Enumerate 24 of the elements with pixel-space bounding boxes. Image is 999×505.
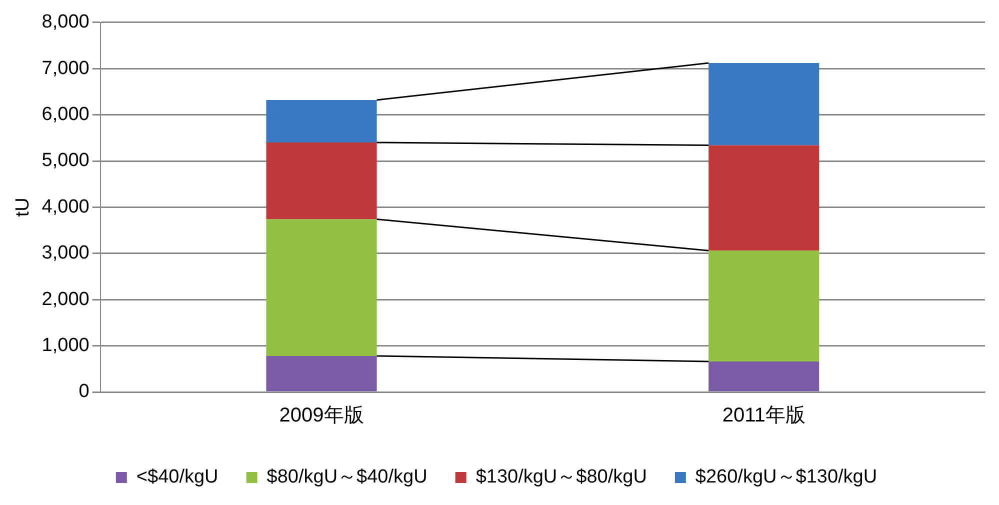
y-tick-label: 4,000 bbox=[42, 196, 90, 218]
y-tick-label: 0 bbox=[78, 381, 90, 402]
legend-label: $130/kgU～$80/kgU bbox=[476, 466, 647, 488]
legend-label: $260/kgU～$130/kgU bbox=[695, 466, 878, 488]
bar bbox=[708, 250, 820, 362]
bar bbox=[266, 356, 377, 392]
y-tick-label: 3,000 bbox=[42, 242, 90, 264]
bar bbox=[708, 145, 820, 251]
y-tick-label: 5,000 bbox=[42, 150, 90, 172]
y-tick-label: 8,000 bbox=[42, 12, 90, 33]
bar bbox=[708, 362, 820, 392]
x-tick-label: 2009年版 bbox=[279, 404, 364, 427]
legend-label: <$40/kgU bbox=[136, 466, 218, 488]
y-tick-label: 7,000 bbox=[42, 58, 90, 79]
y-tick-label: 6,000 bbox=[42, 104, 90, 126]
legend-label: $80/kgU～$40/kgU bbox=[266, 466, 428, 488]
y-tick-label: 2,000 bbox=[42, 288, 90, 310]
bar bbox=[708, 63, 820, 146]
bar bbox=[266, 142, 377, 220]
y-axis-title: tU bbox=[12, 198, 34, 217]
y-tick-label: 1,000 bbox=[42, 335, 90, 356]
x-tick-label: 2011年版 bbox=[722, 404, 806, 427]
bar bbox=[266, 100, 377, 143]
bar bbox=[266, 219, 377, 356]
